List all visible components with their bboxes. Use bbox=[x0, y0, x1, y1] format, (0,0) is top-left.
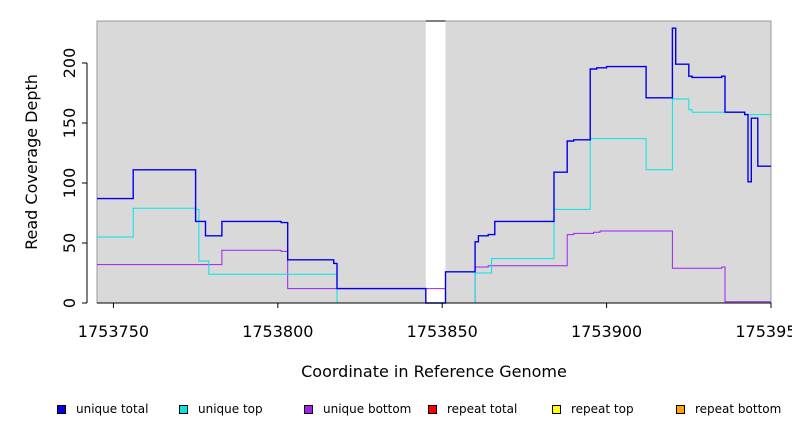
legend-swatch bbox=[676, 404, 685, 414]
x-tick-label: 1753850 bbox=[407, 322, 478, 341]
legend-item-unique-top: unique top bbox=[179, 401, 263, 417]
legend-label: repeat top bbox=[571, 402, 634, 416]
legend-label: unique total bbox=[76, 402, 149, 416]
plot-background bbox=[96, 20, 772, 304]
legend-item-unique-total: unique total bbox=[57, 401, 148, 417]
y-axis-label: Read Coverage Depth bbox=[22, 74, 41, 250]
legend-item-unique-bottom: unique bottom bbox=[304, 401, 411, 417]
plot-panel-left bbox=[97, 21, 426, 303]
x-tick-label: 1753750 bbox=[78, 322, 149, 341]
y-tick-label: 100 bbox=[60, 168, 79, 199]
legend-item-repeat-total: repeat total bbox=[428, 401, 517, 417]
legend: unique total unique top unique bottom repea… bbox=[0, 401, 792, 419]
legend-swatch bbox=[428, 404, 437, 414]
legend-swatch bbox=[179, 404, 188, 414]
plot-panel-right bbox=[445, 21, 771, 303]
x-tick-label: 1753800 bbox=[242, 322, 313, 341]
y-tick-label: 200 bbox=[60, 48, 79, 79]
y-tick-label: 50 bbox=[60, 233, 79, 253]
series-line-unique-total bbox=[97, 27, 771, 304]
y-tick-label: 150 bbox=[60, 108, 79, 139]
legend-label: repeat bottom bbox=[695, 402, 782, 416]
legend-swatch bbox=[552, 404, 561, 414]
legend-label: unique bottom bbox=[323, 402, 412, 416]
legend-swatch bbox=[57, 404, 66, 414]
x-tick-label: 1753900 bbox=[571, 322, 642, 341]
legend-label: repeat total bbox=[447, 402, 518, 416]
y-tick-label: 0 bbox=[60, 298, 79, 308]
x-axis-label: Coordinate in Reference Genome bbox=[301, 362, 567, 381]
legend-item-repeat-bottom: repeat bottom bbox=[676, 401, 781, 417]
legend-label: unique top bbox=[198, 402, 263, 416]
series-line-unique-top bbox=[97, 98, 771, 304]
legend-item-repeat-top: repeat top bbox=[552, 401, 634, 417]
legend-swatch bbox=[304, 404, 313, 414]
